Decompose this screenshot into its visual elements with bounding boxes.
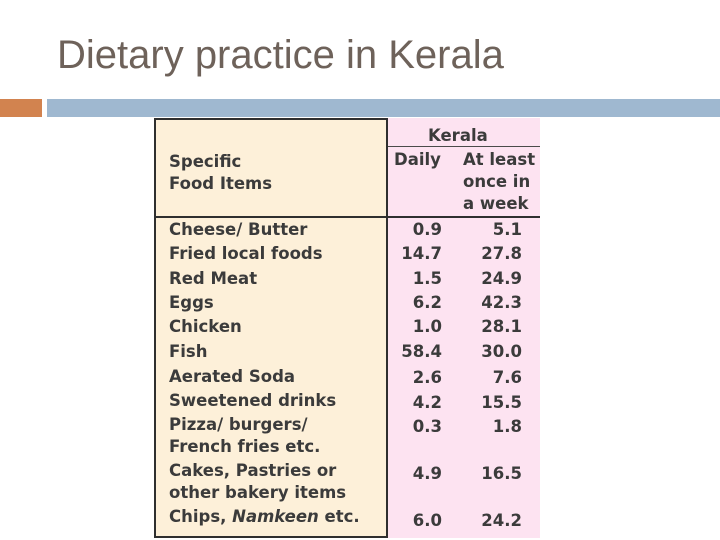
table-row-item: Red Meat — [169, 269, 258, 288]
header-daily: Daily — [394, 150, 441, 169]
table-row-daily: 0.3 — [412, 417, 442, 436]
table-row-week: 30.0 — [481, 342, 522, 361]
table-row-week: 7.6 — [492, 368, 522, 387]
column-divider — [386, 118, 388, 538]
table-row-item: Fish — [169, 342, 208, 361]
title-accent-bar-blue — [47, 99, 720, 117]
header-at-least-once-a-week: At least once in a week — [463, 150, 536, 213]
kerala-header-divider — [388, 146, 540, 147]
table-row-daily: 0.9 — [412, 220, 442, 239]
table-row-daily: 58.4 — [401, 342, 442, 361]
table-row-item: Cheese/ Butter — [169, 220, 308, 239]
table-row-week: 1.8 — [492, 417, 522, 436]
table-row-week: 24.2 — [481, 511, 522, 530]
table-row-daily: 2.6 — [412, 368, 442, 387]
table-row-daily: 6.2 — [412, 293, 442, 312]
table-row-week: 24.9 — [481, 269, 522, 288]
table-row-daily: 6.0 — [412, 511, 442, 530]
table-row-week: 28.1 — [481, 317, 522, 336]
table-top-border — [154, 118, 388, 120]
table-row-daily: 1.0 — [412, 317, 442, 336]
table-row-item: Chicken — [169, 317, 242, 336]
dietary-practice-table: Specific Food Items Kerala Daily At leas… — [154, 118, 540, 538]
table-row-item: Eggs — [169, 293, 214, 312]
table-row-item: Aerated Soda — [169, 367, 296, 386]
header-kerala: Kerala — [428, 126, 488, 145]
table-row-daily: 4.9 — [412, 464, 442, 483]
table-bottom-border — [154, 536, 388, 538]
kerala-values-column — [388, 118, 540, 538]
table-row-daily: 4.2 — [412, 393, 442, 412]
table-row-week: 15.5 — [481, 393, 522, 412]
table-row-daily: 1.5 — [412, 269, 442, 288]
table-row-item: Pizza/ burgers/ French fries etc. — [169, 415, 321, 456]
food-items-column — [154, 118, 388, 538]
title-accent-bar-orange — [0, 99, 42, 117]
header-food-items: Specific Food Items — [169, 152, 273, 193]
header-divider — [154, 216, 540, 218]
table-row-item: Sweetened drinks — [169, 391, 337, 410]
table-row-week: 42.3 — [481, 293, 522, 312]
table-row-week: 27.8 — [481, 244, 522, 263]
table-row-daily: 14.7 — [401, 244, 442, 263]
table-row-item: Fried local foods — [169, 244, 323, 263]
table-row-item: Cakes, Pastries or other bakery items — [169, 461, 347, 502]
table-row-week: 5.1 — [492, 220, 522, 239]
table-row-item: Chips, Namkeen etc. — [169, 507, 360, 526]
table-row-week: 16.5 — [481, 464, 522, 483]
slide-title: Dietary practice in Kerala — [57, 33, 504, 77]
